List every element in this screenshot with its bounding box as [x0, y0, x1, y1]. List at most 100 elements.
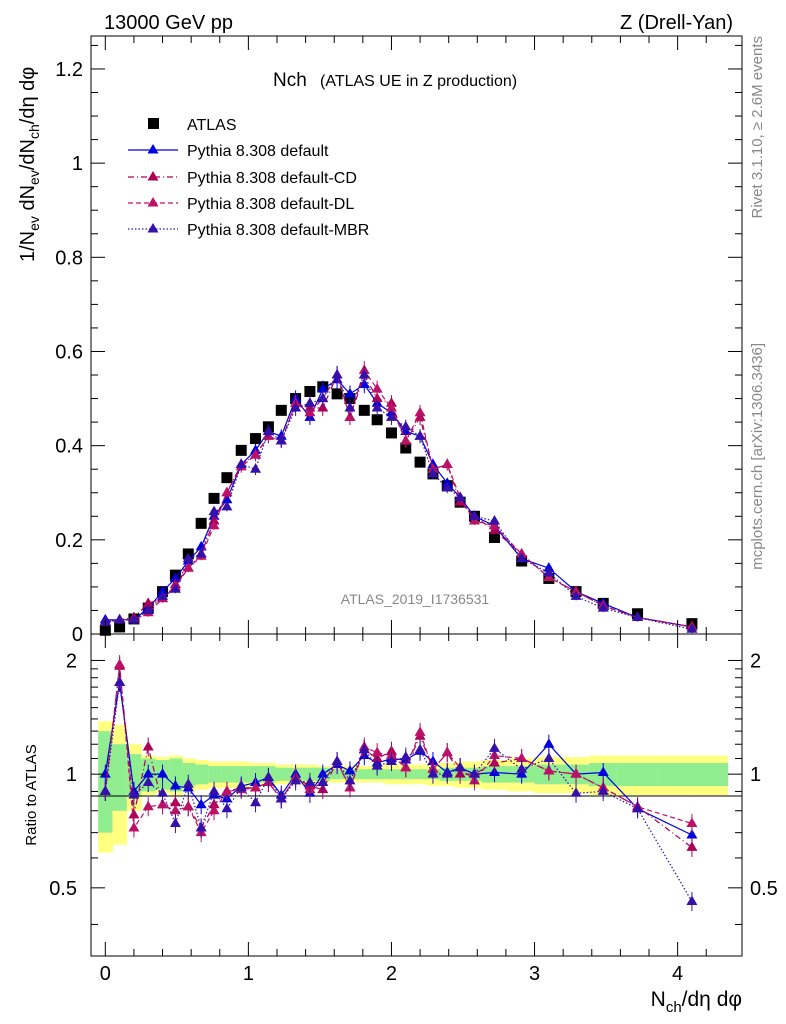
data-point-mbr — [488, 514, 500, 525]
data-point-mbr — [290, 401, 302, 412]
series-line-dl — [105, 368, 693, 628]
stat-uncertainty-band — [195, 764, 209, 785]
ratio-y-tick-label: 2 — [66, 650, 77, 672]
data-point-default — [195, 540, 207, 551]
data-point-dl — [221, 785, 233, 795]
stat-uncertainty-band — [371, 769, 385, 780]
ratio-frame — [90, 633, 743, 957]
data-point-mbr — [208, 785, 220, 795]
data-point-mbr — [304, 776, 316, 787]
data-point-mbr — [371, 760, 383, 770]
data-point-mbr — [195, 822, 207, 832]
data-point-mbr — [331, 369, 343, 379]
stat-uncertainty-band — [412, 769, 428, 780]
data-point-mbr — [235, 458, 247, 468]
data-point-mbr — [157, 590, 169, 600]
legend-marker-cd — [147, 171, 159, 181]
data-point-cd — [128, 808, 140, 819]
main-x-ticks — [104, 36, 707, 634]
main-data-layer — [99, 361, 698, 636]
data-point-mbr — [468, 768, 480, 778]
ratio-y-tick-label: 0.5 — [49, 878, 77, 900]
data-point-atlas — [385, 427, 397, 439]
data-point-mbr — [304, 397, 316, 407]
chart-subtitle: (ATLAS UE in Z production) — [320, 73, 517, 90]
data-point-mbr — [441, 482, 453, 492]
data-point-atlas — [371, 414, 383, 426]
legend-marker-default — [147, 144, 159, 154]
main-y-tick-label: 0.2 — [55, 530, 83, 552]
ratio-x-tick-label: 2 — [386, 963, 397, 985]
stat-uncertainty-band — [616, 763, 659, 787]
data-point-mbr — [570, 787, 582, 797]
series-line-cd — [105, 373, 693, 628]
data-point-atlas — [358, 404, 370, 416]
legend-item-dl: Pythia 8.308 default-DL — [128, 196, 354, 213]
legend: ATLAS Pythia 8.308 default Pythia 8.308 … — [128, 117, 369, 239]
data-point-mbr — [317, 392, 329, 403]
site-label: mcplots.cern.ch [arXiv:1306.3436] — [749, 343, 766, 570]
stat-uncertainty-band — [329, 769, 345, 780]
ratio-y-axis: 0.5 0.5 1 1 2 2 — [49, 650, 778, 925]
stat-uncertainty-band — [357, 769, 372, 780]
legend-label-default: Pythia 8.308 default — [187, 143, 329, 160]
stat-uncertainty-band — [182, 763, 196, 787]
data-point-dl — [441, 746, 453, 757]
data-point-dl — [128, 822, 140, 832]
data-point-mbr — [344, 774, 356, 785]
stat-uncertainty-band — [657, 763, 729, 787]
main-y-tick-label: 1.2 — [55, 59, 83, 81]
data-point-mbr — [414, 743, 426, 754]
data-point-mbr — [221, 802, 233, 813]
data-point-mbr — [632, 802, 644, 813]
data-point-atlas — [400, 442, 412, 454]
series-line-mbr — [105, 373, 693, 630]
data-point-mbr — [142, 776, 154, 787]
data-point-mbr — [275, 434, 287, 445]
data-point-default — [169, 780, 181, 790]
data-point-mbr — [262, 425, 274, 436]
data-point-atlas — [414, 456, 426, 468]
data-point-dl — [686, 817, 698, 828]
data-point-mbr — [441, 768, 453, 778]
legend-marker-atlas — [148, 118, 159, 129]
data-point-mbr — [488, 742, 500, 752]
legend-item-default: Pythia 8.308 default — [128, 143, 329, 160]
data-point-atlas — [488, 531, 500, 543]
stat-uncertainty-band — [221, 766, 235, 783]
stat-uncertainty-band — [112, 744, 128, 811]
data-point-atlas — [235, 444, 247, 456]
data-point-default — [99, 768, 111, 778]
data-point-mbr — [182, 778, 194, 788]
main-y-axis: 0 0.2 0.4 0.6 0.8 1 1.2 — [55, 44, 742, 646]
data-point-mbr — [454, 491, 466, 501]
data-point-atlas — [195, 517, 207, 529]
main-y-tick-label: 0.8 — [55, 247, 83, 269]
data-point-mbr — [157, 787, 169, 797]
data-point-default — [142, 768, 154, 778]
data-point-dl — [385, 401, 397, 412]
legend-marker-mbr — [147, 223, 159, 233]
ratio-y-tick-label-right: 0.5 — [750, 878, 778, 900]
data-point-atlas — [114, 621, 126, 633]
ratio-data-layer — [99, 655, 698, 912]
stat-uncertainty-band — [208, 766, 222, 783]
data-point-mbr — [99, 785, 111, 795]
data-point-mbr — [597, 602, 609, 612]
data-point-default — [597, 766, 609, 777]
ratio-x-tick-label: 4 — [672, 963, 683, 985]
data-point-dl — [414, 726, 426, 736]
data-point-mbr — [290, 774, 302, 785]
data-point-mbr — [371, 401, 383, 412]
ratio-panel: 0.5 0.5 1 1 2 2 0 1 2 3 4 Ratio to ATLAS Nch/dη d… — [23, 633, 778, 1016]
data-point-mbr — [516, 552, 528, 563]
main-y-tick-label: 1 — [72, 153, 83, 175]
data-point-mbr — [250, 463, 262, 473]
data-point-mbr — [250, 796, 262, 807]
stat-uncertainty-band — [384, 769, 400, 780]
ratio-y-axis-label: Ratio to ATLAS — [23, 744, 40, 845]
data-point-mbr — [262, 771, 274, 781]
data-point-mbr — [317, 776, 329, 787]
chart-title: Nch — [273, 70, 307, 91]
legend-label-mbr: Pythia 8.308 default-MBR — [187, 222, 369, 239]
